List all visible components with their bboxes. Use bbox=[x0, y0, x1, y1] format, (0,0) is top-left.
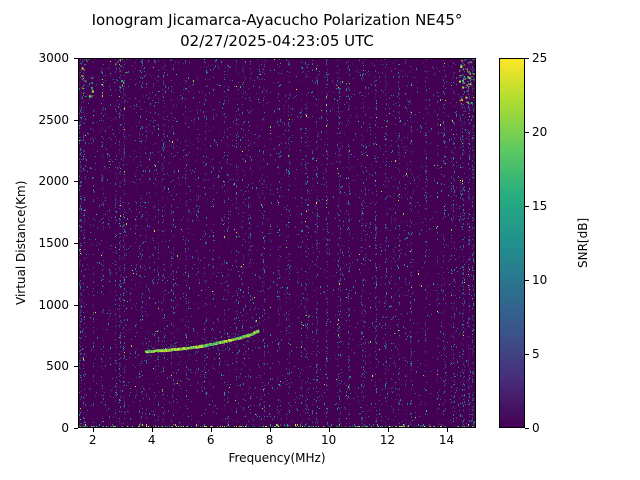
colorbar-tick-label: 25 bbox=[532, 51, 548, 65]
y-tick-mark bbox=[74, 243, 78, 244]
x-tick-mark bbox=[92, 428, 94, 432]
colorbar-tick-mark bbox=[525, 58, 529, 59]
y-tick-label: 3000 bbox=[38, 51, 69, 65]
x-tick-mark bbox=[446, 428, 448, 432]
colorbar-tick-label: 15 bbox=[532, 199, 548, 213]
colorbar-tick-mark bbox=[525, 280, 529, 281]
colorbar-tick-mark bbox=[525, 206, 529, 207]
x-tick-mark bbox=[210, 428, 212, 432]
y-tick-label: 1000 bbox=[38, 297, 69, 312]
colorbar-label: SNR[dB] bbox=[576, 217, 590, 269]
x-axis-label: Frequency(MHz) bbox=[228, 451, 326, 465]
x-tick-label: 4 bbox=[147, 433, 156, 447]
y-tick-mark bbox=[74, 58, 78, 59]
y-tick-mark bbox=[74, 304, 78, 306]
x-tick-mark bbox=[328, 428, 330, 432]
ionogram-heatmap bbox=[78, 58, 476, 428]
x-tick-label: 10 bbox=[320, 433, 337, 447]
colorbar-tick-label: 20 bbox=[532, 125, 548, 139]
x-tick-label: 2 bbox=[88, 433, 97, 447]
chart-title: Ionogram Jicamarca-Ayacucho Polarization… bbox=[91, 11, 463, 29]
colorbar-tick-label: 5 bbox=[532, 347, 540, 361]
y-tick-mark bbox=[74, 428, 78, 429]
x-tick-mark bbox=[269, 428, 271, 432]
x-tick-label: 14 bbox=[438, 433, 455, 447]
x-tick-label: 8 bbox=[265, 433, 274, 447]
y-tick-label: 500 bbox=[46, 359, 69, 374]
colorbar-tick-label: 0 bbox=[532, 421, 540, 435]
colorbar-tick-mark bbox=[525, 354, 529, 355]
x-tick-label: 12 bbox=[379, 433, 396, 447]
colorbar-gradient bbox=[499, 58, 525, 428]
y-tick-label: 0 bbox=[61, 421, 69, 435]
x-tick-mark bbox=[151, 428, 153, 432]
y-tick-mark bbox=[74, 181, 78, 183]
y-tick-label: 2000 bbox=[38, 174, 69, 189]
colorbar-tick-label: 10 bbox=[532, 273, 548, 287]
y-tick-mark bbox=[74, 366, 78, 368]
y-tick-mark bbox=[74, 119, 78, 121]
y-tick-label: 2500 bbox=[38, 112, 69, 127]
x-tick-label: 6 bbox=[206, 433, 215, 447]
colorbar-tick-mark bbox=[525, 428, 529, 429]
chart-subtitle: 02/27/2025-04:23:05 UTC bbox=[180, 32, 374, 50]
colorbar-tick-mark bbox=[525, 132, 529, 133]
x-tick-mark bbox=[387, 428, 389, 432]
y-tick-label: 1500 bbox=[38, 236, 69, 250]
